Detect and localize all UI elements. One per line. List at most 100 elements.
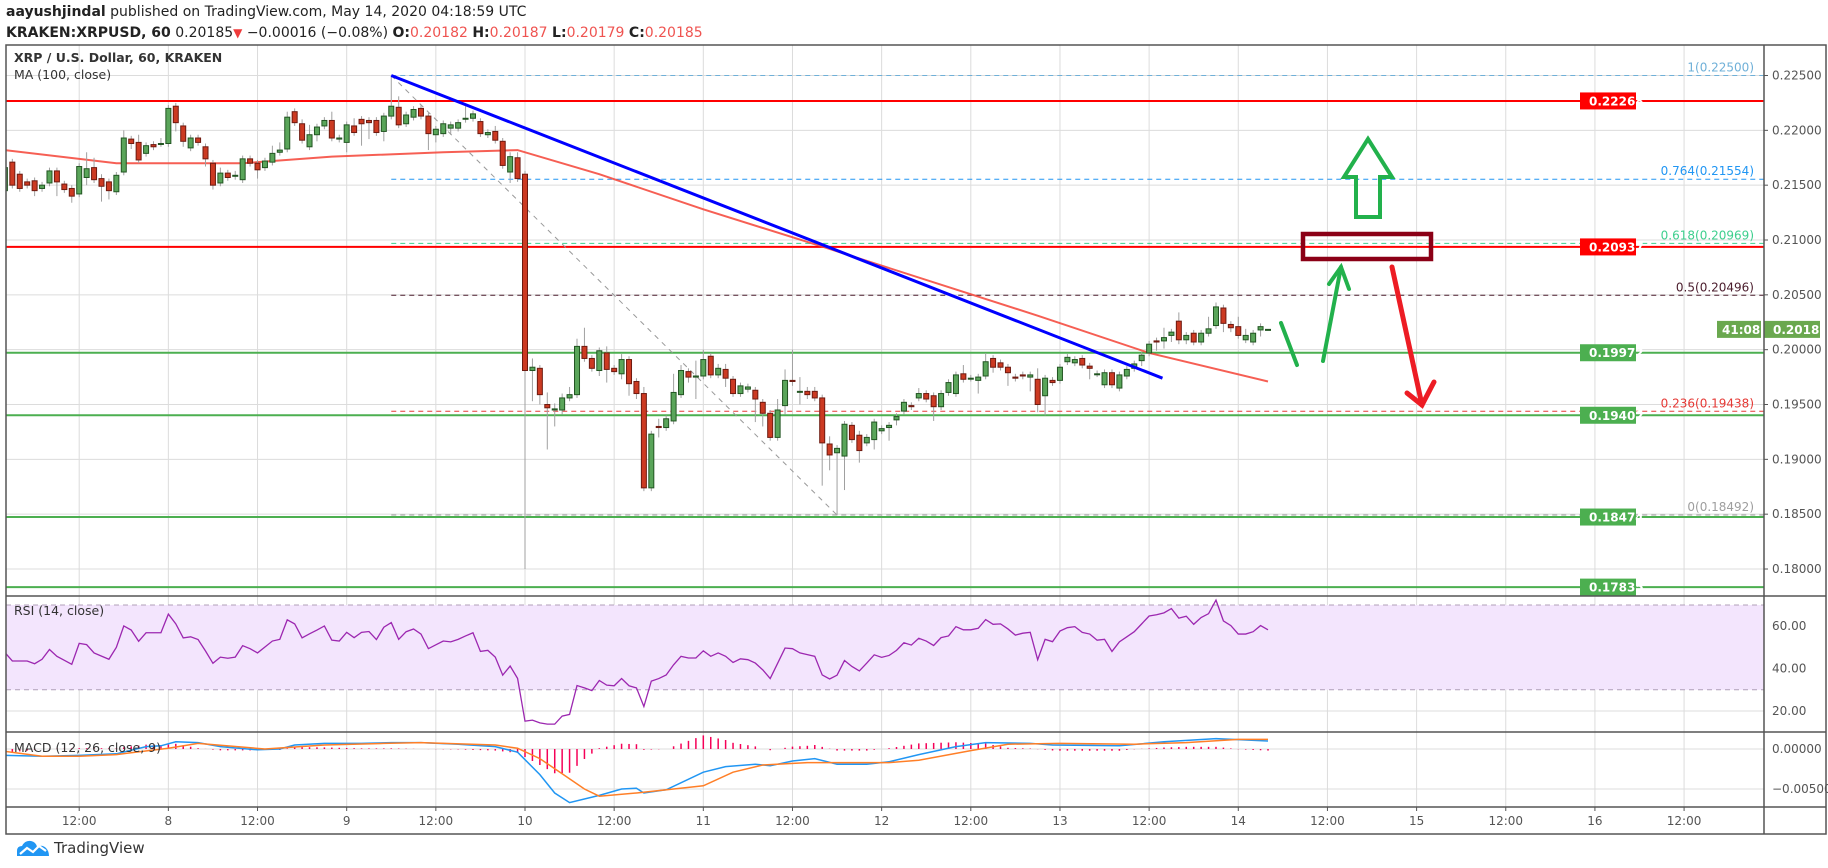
candle[interactable] bbox=[388, 75, 395, 120]
candle[interactable] bbox=[878, 425, 885, 435]
price-axis[interactable]: 0.22500 0.22000 0.21500 0.21000 0.20500 0.200… bbox=[1717, 69, 1828, 797]
candle[interactable] bbox=[358, 116, 365, 146]
candle[interactable] bbox=[157, 138, 164, 147]
candle[interactable] bbox=[365, 117, 372, 140]
candle[interactable] bbox=[603, 346, 610, 383]
candle[interactable] bbox=[848, 422, 855, 443]
candle[interactable] bbox=[254, 159, 261, 179]
candle[interactable] bbox=[692, 360, 699, 400]
candle[interactable] bbox=[551, 403, 558, 427]
ma-legend[interactable]: MA (100, close) bbox=[14, 67, 112, 82]
candle[interactable] bbox=[417, 105, 424, 120]
candle[interactable] bbox=[900, 399, 907, 415]
candle[interactable] bbox=[31, 177, 38, 197]
candle[interactable] bbox=[477, 118, 484, 137]
candle[interactable] bbox=[574, 338, 581, 398]
candle[interactable] bbox=[804, 386, 811, 400]
macd-pane[interactable] bbox=[5, 735, 1269, 804]
candle[interactable] bbox=[1019, 371, 1026, 380]
candle[interactable] bbox=[938, 390, 945, 410]
candle[interactable] bbox=[1250, 329, 1257, 346]
candle[interactable] bbox=[1198, 329, 1205, 346]
candle[interactable] bbox=[68, 185, 75, 203]
candle[interactable] bbox=[113, 172, 120, 196]
candle[interactable] bbox=[1079, 355, 1086, 369]
candle[interactable] bbox=[640, 386, 647, 492]
candle[interactable] bbox=[1153, 337, 1160, 351]
candle[interactable] bbox=[276, 142, 283, 156]
candle[interactable] bbox=[321, 117, 328, 130]
candle[interactable] bbox=[566, 386, 573, 402]
candle[interactable] bbox=[98, 174, 105, 202]
candle[interactable] bbox=[618, 354, 625, 380]
candle[interactable] bbox=[16, 170, 23, 192]
last-price-label[interactable]: 0.20185 41:08 bbox=[1717, 320, 1828, 338]
support-price-label[interactable]: 0.19402 bbox=[1580, 406, 1644, 424]
candle[interactable] bbox=[997, 359, 1004, 371]
candle[interactable] bbox=[499, 138, 506, 169]
support-price-label[interactable]: 0.19972 bbox=[1580, 344, 1644, 362]
candle[interactable] bbox=[373, 117, 380, 136]
candle[interactable] bbox=[239, 155, 246, 183]
candle[interactable] bbox=[403, 111, 410, 128]
candle[interactable] bbox=[492, 125, 499, 144]
candle[interactable] bbox=[544, 392, 551, 450]
candle[interactable] bbox=[150, 141, 157, 151]
red-down-arrow-icon[interactable] bbox=[1389, 264, 1437, 409]
candle[interactable] bbox=[707, 352, 714, 379]
candle[interactable] bbox=[284, 111, 291, 153]
candle[interactable] bbox=[24, 178, 31, 189]
candle[interactable] bbox=[767, 409, 774, 441]
candle[interactable] bbox=[1227, 321, 1234, 333]
candle[interactable] bbox=[536, 365, 543, 405]
candle[interactable] bbox=[1242, 328, 1249, 344]
candle[interactable] bbox=[1138, 351, 1145, 367]
candle[interactable] bbox=[886, 422, 893, 441]
candle[interactable] bbox=[678, 365, 685, 398]
candle[interactable] bbox=[982, 352, 989, 380]
candle[interactable] bbox=[1212, 302, 1219, 329]
candle[interactable] bbox=[663, 415, 670, 431]
bearish-trendline[interactable] bbox=[390, 74, 1164, 380]
candle[interactable] bbox=[923, 390, 930, 403]
candle[interactable] bbox=[395, 96, 402, 129]
candle[interactable] bbox=[1101, 369, 1108, 389]
candle[interactable] bbox=[626, 356, 633, 396]
candle[interactable] bbox=[908, 402, 915, 410]
candle[interactable] bbox=[685, 368, 692, 383]
candle[interactable] bbox=[180, 122, 187, 147]
candle[interactable] bbox=[135, 134, 142, 164]
candle[interactable] bbox=[863, 434, 870, 447]
candle[interactable] bbox=[588, 355, 595, 372]
candle[interactable] bbox=[611, 365, 618, 375]
candle[interactable] bbox=[105, 178, 112, 200]
candle[interactable] bbox=[165, 105, 172, 147]
candle[interactable] bbox=[1205, 316, 1212, 337]
candle[interactable] bbox=[351, 118, 358, 136]
candle[interactable] bbox=[826, 436, 833, 471]
candle[interactable] bbox=[670, 373, 677, 425]
candle[interactable] bbox=[633, 378, 640, 400]
candle[interactable] bbox=[1168, 328, 1175, 342]
candle[interactable] bbox=[1160, 327, 1167, 349]
candle[interactable] bbox=[232, 170, 239, 180]
support-price-label[interactable]: 0.18474 bbox=[1580, 508, 1644, 526]
candle[interactable] bbox=[1183, 332, 1190, 345]
macd-legend[interactable]: MACD (12, 26, close, 9) bbox=[14, 740, 161, 755]
candle[interactable] bbox=[1071, 356, 1078, 367]
candle[interactable] bbox=[172, 102, 179, 132]
big-up-arrow-icon[interactable] bbox=[1340, 135, 1396, 219]
candle[interactable] bbox=[447, 121, 454, 135]
candle[interactable] bbox=[960, 365, 967, 383]
candle[interactable] bbox=[975, 373, 982, 394]
candle[interactable] bbox=[425, 112, 432, 151]
candle[interactable] bbox=[1056, 363, 1063, 384]
candle[interactable] bbox=[128, 135, 135, 149]
candle[interactable] bbox=[224, 169, 231, 181]
rsi-pane[interactable] bbox=[5, 598, 1269, 725]
candle[interactable] bbox=[737, 382, 744, 397]
candle[interactable] bbox=[1094, 370, 1101, 378]
candle[interactable] bbox=[1049, 377, 1056, 386]
candle[interactable] bbox=[469, 110, 476, 122]
